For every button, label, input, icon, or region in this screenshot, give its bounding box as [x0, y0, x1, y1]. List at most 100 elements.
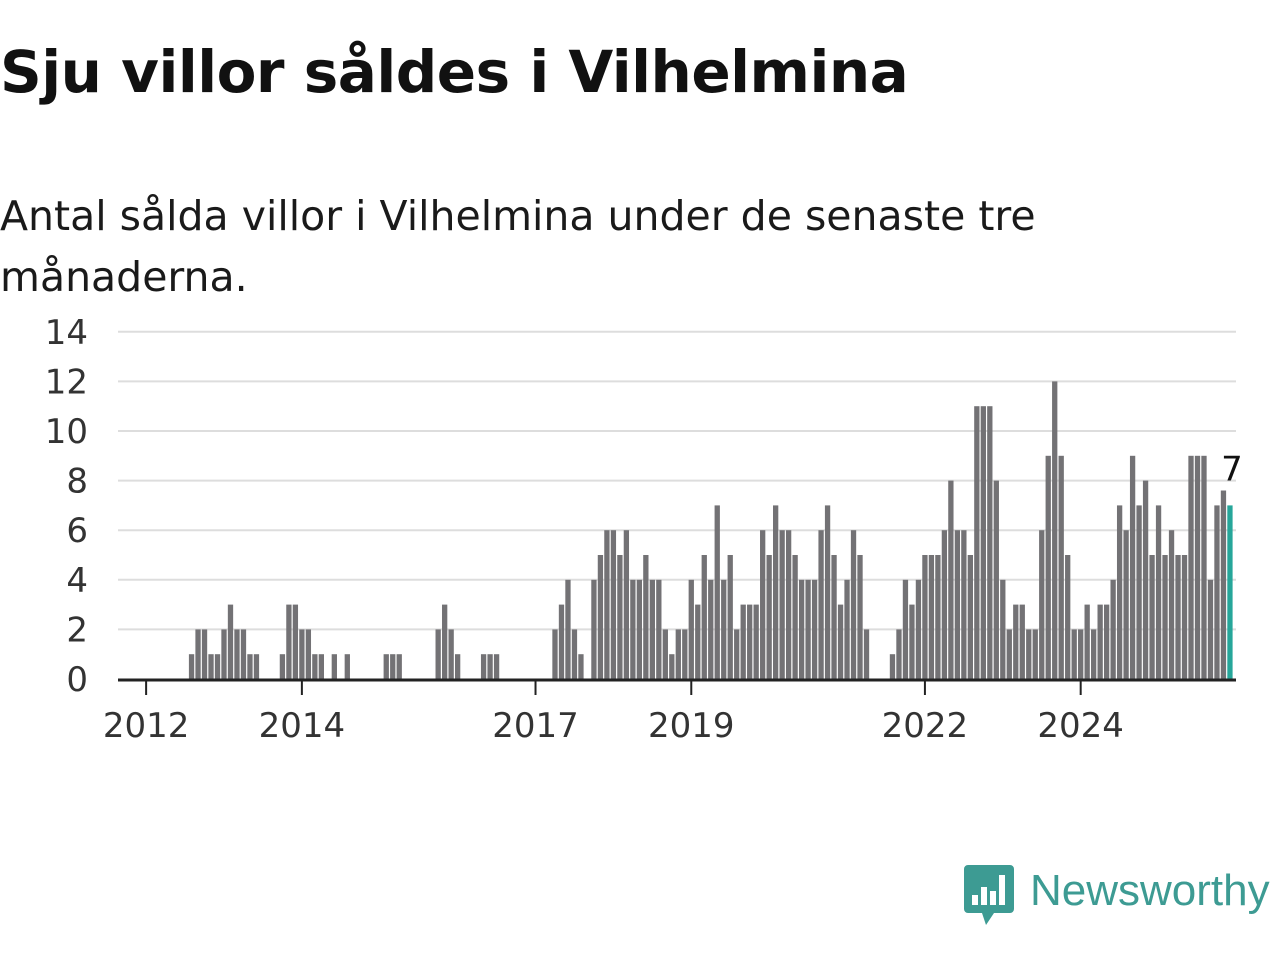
bar [1000, 579, 1006, 679]
bar [760, 530, 766, 679]
y-tick-label: 6 [66, 511, 88, 551]
x-tick-label: 2012 [103, 706, 190, 746]
y-tick-label: 12 [45, 362, 88, 402]
last-value-label: 7 [1221, 450, 1243, 490]
bar [1175, 555, 1181, 679]
gridlines [118, 330, 1236, 631]
bar [805, 579, 811, 679]
bar [662, 629, 668, 679]
bar [1019, 604, 1025, 679]
bar [1220, 490, 1227, 679]
bar [896, 629, 902, 679]
bar [701, 555, 707, 679]
bar [312, 654, 318, 679]
bar [1045, 455, 1051, 679]
bar [1155, 505, 1162, 679]
bar [669, 654, 675, 679]
bar [967, 555, 973, 679]
bar [974, 406, 980, 679]
bar [792, 555, 798, 679]
bar [740, 604, 746, 679]
bar [1123, 530, 1129, 679]
x-tick-label: 2022 [882, 706, 969, 746]
y-tick-label: 0 [66, 660, 88, 700]
bar [292, 604, 299, 679]
bar [1149, 555, 1155, 679]
bar [487, 654, 493, 679]
bar [1201, 455, 1207, 679]
y-axis-labels: 0 2 4 6 8 10 12 14 [45, 313, 88, 700]
bar [824, 505, 831, 679]
bar [980, 406, 986, 679]
bar [454, 654, 461, 679]
bar [688, 579, 694, 679]
bars [188, 381, 1233, 679]
bar [480, 654, 487, 679]
bar [253, 654, 260, 679]
bar [766, 555, 772, 679]
bar [1162, 555, 1168, 679]
y-tick-label: 4 [66, 561, 88, 601]
bar [1071, 629, 1077, 679]
bar [714, 505, 720, 679]
bar [396, 654, 402, 679]
bar [201, 629, 208, 679]
bar [214, 654, 221, 679]
bar [1039, 530, 1045, 679]
bar [1084, 604, 1090, 679]
bar [448, 629, 454, 679]
bar [493, 654, 500, 679]
bar [811, 579, 818, 679]
bar [1091, 629, 1097, 679]
bar [1181, 555, 1188, 679]
bar [753, 604, 759, 679]
bar [305, 629, 312, 679]
bar [435, 629, 441, 679]
bar [630, 579, 636, 679]
bar [837, 604, 844, 679]
bar [1188, 455, 1194, 679]
bar [318, 654, 324, 679]
bar [442, 604, 448, 679]
y-tick-label: 10 [45, 412, 88, 452]
bar [863, 629, 870, 679]
bar [558, 604, 565, 679]
bar [1026, 629, 1032, 679]
x-axis-labels: 2012 2014 2017 2019 2022 2024 [103, 706, 1124, 746]
bar [850, 530, 857, 679]
bar [721, 579, 727, 679]
bar [552, 629, 558, 679]
bar [221, 629, 227, 679]
bar [1013, 604, 1019, 679]
newsworthy-brand: Newsworthy [964, 864, 1270, 928]
bar [565, 579, 571, 679]
bar [1110, 579, 1116, 679]
x-tick-label: 2019 [648, 706, 735, 746]
bar [727, 555, 733, 679]
y-tick-label: 8 [66, 462, 88, 502]
x-tick-label: 2017 [492, 706, 579, 746]
chart-subtitle: Antal sålda villor i Vilhelmina under de… [0, 192, 1036, 301]
bar [928, 555, 935, 679]
bar [935, 555, 941, 679]
bar-chart: 0 2 4 6 8 10 12 14 2012 2014 2017 2019 2022 2024 7 [45, 313, 1243, 746]
bar [1052, 381, 1058, 679]
bar [915, 579, 922, 679]
bar [779, 530, 785, 679]
bar [844, 579, 850, 679]
bar [1129, 455, 1136, 679]
bar [617, 555, 623, 679]
newsworthy-logo-icon [964, 865, 1014, 925]
bar [208, 654, 214, 679]
bar [889, 654, 896, 679]
bar [636, 579, 643, 679]
bar [344, 654, 350, 679]
bar [675, 629, 681, 679]
bar-highlight [1227, 505, 1233, 679]
bar [649, 579, 655, 679]
bar [1142, 480, 1149, 679]
bar [656, 579, 662, 679]
bar [773, 505, 779, 679]
bar [188, 654, 195, 679]
bar [1032, 629, 1038, 679]
